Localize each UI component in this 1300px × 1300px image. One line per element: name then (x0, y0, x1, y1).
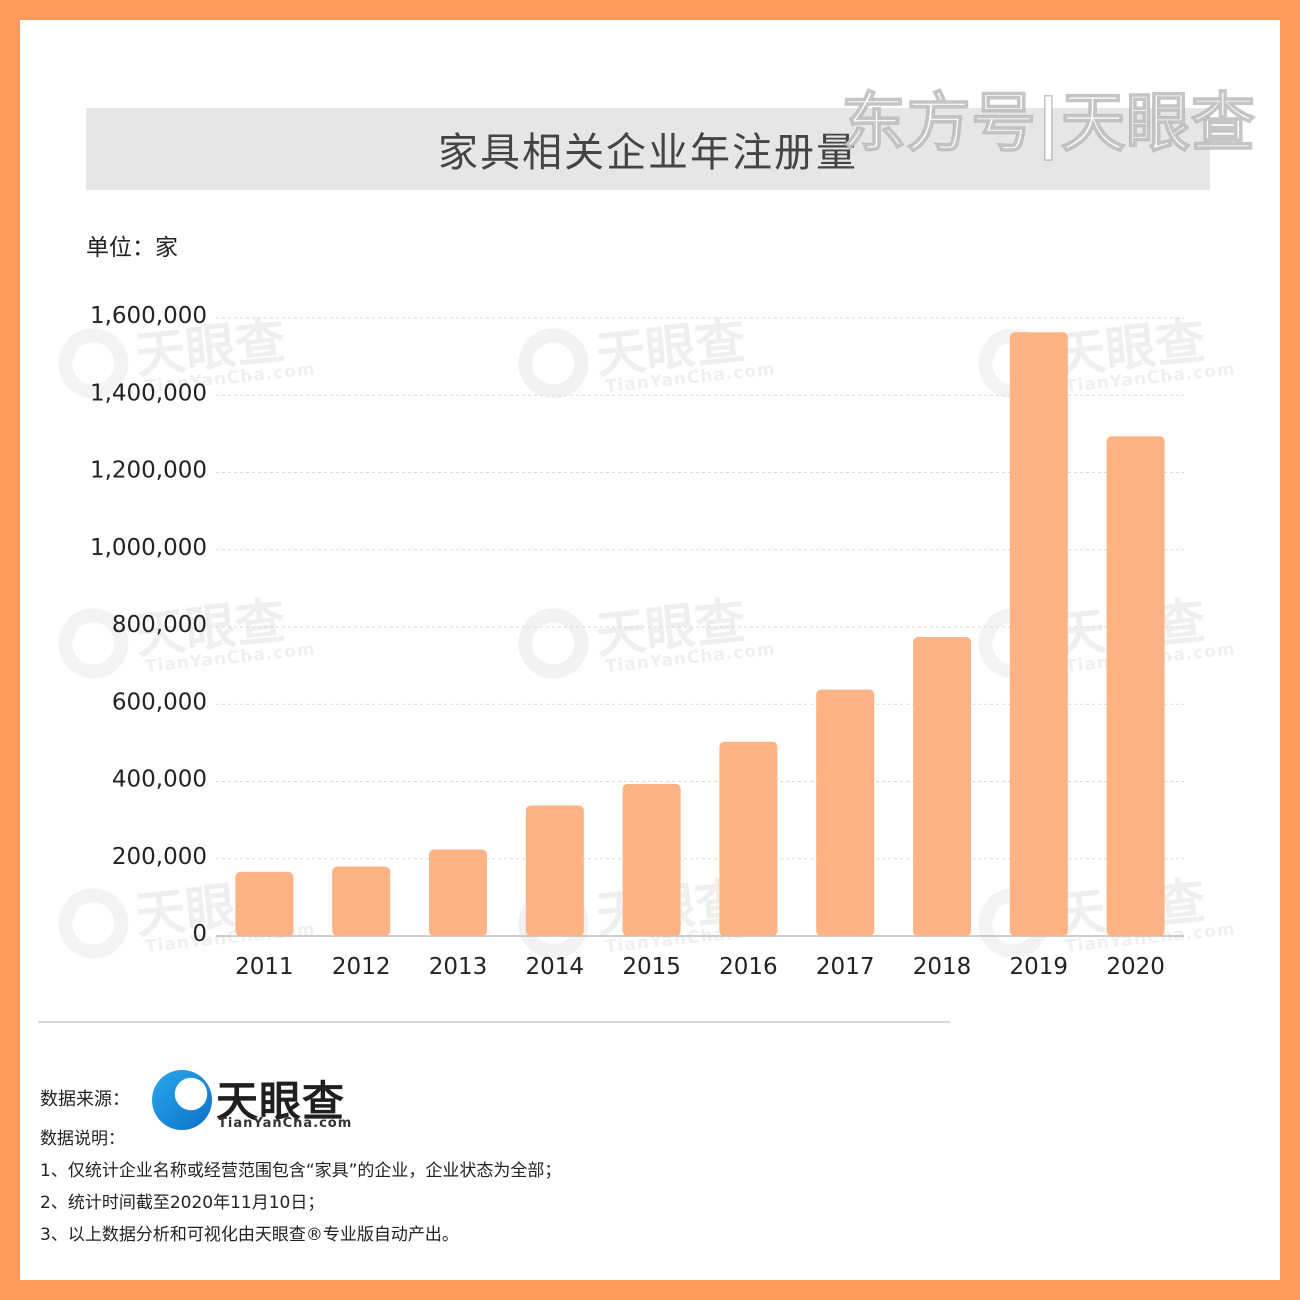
x-tick-label: 2020 (1106, 954, 1165, 980)
x-tick-label: 2014 (526, 954, 585, 980)
y-tick-label: 400,000 (112, 767, 207, 793)
x-tick-label: 2016 (719, 954, 778, 980)
note-2: 2、统计时间截至2020年11月10日； (40, 1193, 325, 1213)
bar (622, 783, 681, 936)
bar (525, 805, 584, 936)
notes-label: 数据说明： (40, 1129, 125, 1149)
corner-watermark: 东方号|天眼查 (841, 86, 1256, 162)
x-tick-label: 2019 (1010, 954, 1069, 980)
logo-sub: TianYanCha.com (218, 1116, 353, 1131)
y-tick-label: 1,400,000 (90, 380, 207, 406)
x-tick-label: 2012 (332, 954, 391, 980)
bar-chart: 0 200,000 400,000 600,000 800,000 1,000,000 1,… (90, 303, 1184, 980)
y-tick-label: 1,200,000 (90, 458, 207, 484)
unit-label: 单位：家 (86, 235, 178, 261)
y-tick-label: 1,600,000 (90, 303, 207, 329)
bar (719, 741, 778, 936)
x-tick-label: 2011 (235, 954, 294, 980)
x-tick-label: 2015 (622, 954, 681, 980)
x-tick-label: 2018 (913, 954, 972, 980)
y-tick-label: 1,000,000 (90, 535, 207, 561)
y-tick-label: 600,000 (112, 689, 207, 715)
y-tick-label: 200,000 (112, 844, 207, 870)
title-band: 家具相关企业年注册量 (86, 108, 1210, 190)
x-tick-label: 2017 (816, 954, 875, 980)
chart-title: 家具相关企业年注册量 (438, 130, 858, 176)
bar (1106, 436, 1165, 936)
tianyancha-logo-icon (152, 1070, 212, 1130)
y-tick-label: 800,000 (112, 612, 207, 638)
bar (1009, 332, 1068, 936)
y-tick-label: 0 (192, 921, 207, 947)
bar (429, 849, 487, 936)
note-1: 1、仅统计企业名称或经营范围包含“家具”的企业，企业状态为全部； (40, 1161, 562, 1181)
bar (913, 637, 971, 936)
source-label: 数据来源： (40, 1089, 130, 1110)
x-tick-label: 2013 (429, 954, 488, 980)
note-3: 3、以上数据分析和可视化由天眼查®专业版自动产出。 (40, 1225, 459, 1245)
tianyancha-logo: 天眼查 TianYanCha.com (152, 1068, 362, 1134)
bar (816, 689, 875, 936)
bar (332, 866, 391, 936)
footer-divider (38, 1021, 950, 1023)
poster-card: 家具相关企业年注册量 东方号|天眼查 单位：家 天眼查 TianYanCha.c… (20, 20, 1280, 1280)
logo-name: 天眼查 (216, 1077, 346, 1126)
bar (235, 871, 294, 936)
